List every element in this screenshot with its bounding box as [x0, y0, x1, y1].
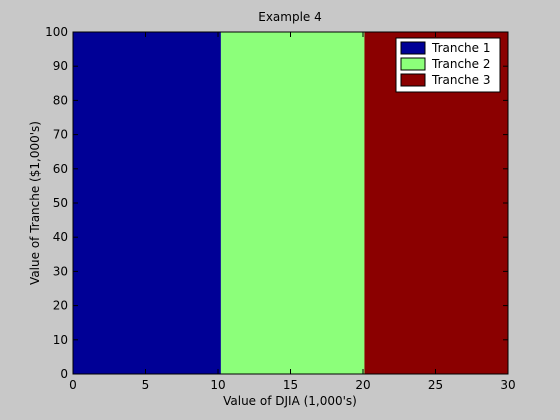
- legend-label-tranche-1: Tranche 1: [431, 41, 491, 55]
- y-tick-label: 60: [53, 162, 68, 176]
- legend-swatch-tranche-1: [400, 41, 426, 55]
- series-bands: [73, 32, 508, 374]
- y-tick-label: 10: [53, 333, 68, 347]
- y-tick-label: 0: [60, 367, 68, 381]
- x-tick-label: 10: [210, 378, 225, 392]
- y-tick-label: 40: [53, 230, 68, 244]
- legend-label-tranche-3: Tranche 3: [431, 73, 491, 87]
- y-tick-label: 90: [53, 59, 68, 73]
- legend-swatch-tranche-3: [400, 73, 426, 87]
- y-axis-label: Value of Tranche ($1,000's): [28, 121, 42, 285]
- x-tick-label: 20: [355, 378, 370, 392]
- y-tick-label: 80: [53, 93, 68, 107]
- x-tick-label: 15: [283, 378, 298, 392]
- legend: Tranche 1 Tranche 2 Tranche 3: [395, 37, 501, 93]
- series-band-tranche-2: [220, 32, 365, 374]
- x-tick-label: 5: [142, 378, 150, 392]
- x-axis-label: Value of DJIA (1,000's): [223, 394, 357, 408]
- y-tick-label: 70: [53, 128, 68, 142]
- x-tick-label: 0: [69, 378, 77, 392]
- y-tick-label: 50: [53, 196, 68, 210]
- legend-label-tranche-2: Tranche 2: [431, 57, 491, 71]
- x-tick-label: 30: [500, 378, 515, 392]
- y-tick-label: 20: [53, 299, 68, 313]
- x-axis: 0 5 10 15 20 25 30: [69, 32, 516, 392]
- y-tick-label: 30: [53, 264, 68, 278]
- legend-swatch-tranche-2: [400, 57, 426, 71]
- series-band-tranche-1: [73, 32, 221, 374]
- y-tick-label: 100: [45, 25, 68, 39]
- x-tick-label: 25: [428, 378, 443, 392]
- chart-title: Example 4: [258, 10, 322, 24]
- y-axis: 0 10 20 30 40 50 60 70 80 90 100: [45, 25, 508, 381]
